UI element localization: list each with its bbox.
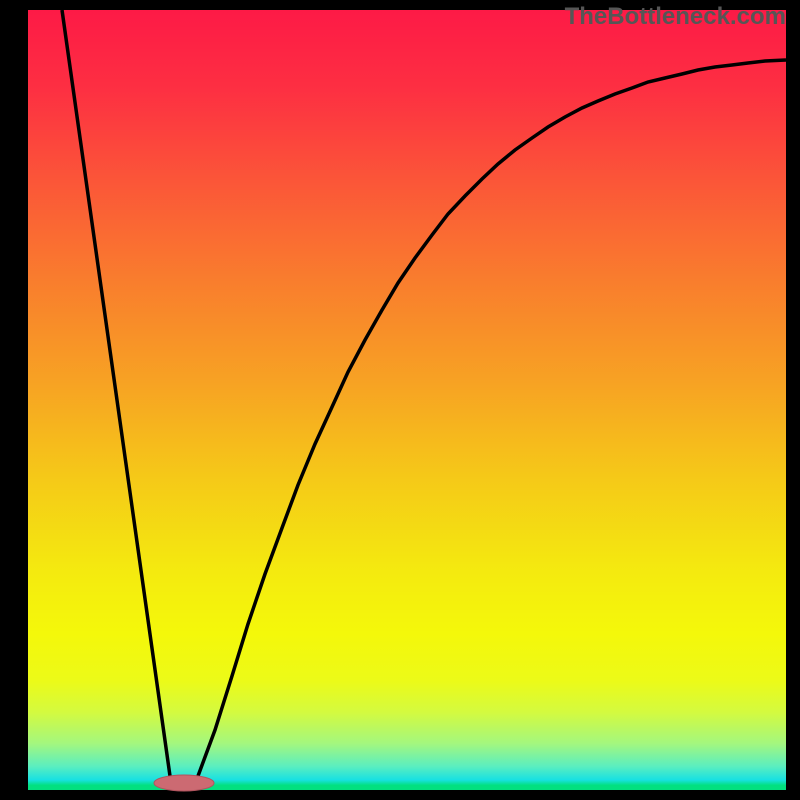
curves-layer bbox=[0, 0, 800, 800]
right-curve-path bbox=[198, 60, 786, 776]
bottleneck-marker bbox=[154, 775, 214, 791]
chart-container: TheBottleneck.com bbox=[0, 0, 800, 800]
watermark-text: TheBottleneck.com bbox=[565, 3, 786, 31]
left-curve-line bbox=[62, 10, 170, 776]
